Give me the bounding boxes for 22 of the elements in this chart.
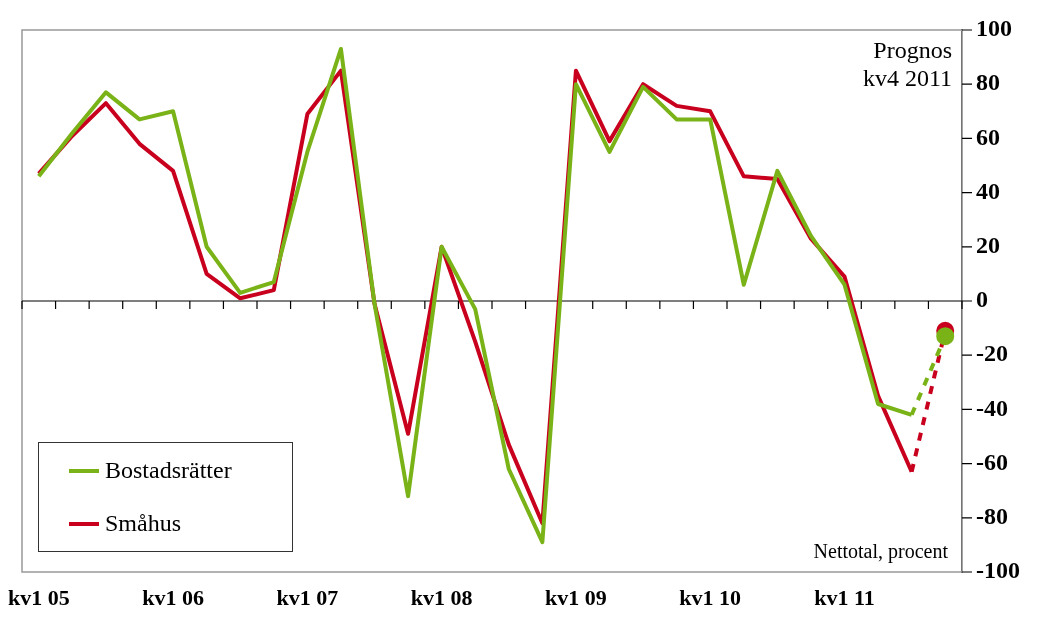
y-tick-label: -80 xyxy=(976,503,1008,529)
x-tick-label: kv1 10 xyxy=(679,584,742,610)
annotation: Nettotal, procent xyxy=(813,540,949,563)
legend-label: Bostadsrätter xyxy=(105,457,232,484)
y-tick-label: -40 xyxy=(976,394,1008,421)
y-tick-label: -20 xyxy=(976,340,1008,367)
y-tick-label: 20 xyxy=(976,232,1000,258)
x-tick-label: kv1 05 xyxy=(7,584,70,610)
x-tick-label: kv1 11 xyxy=(814,584,875,610)
y-tick-label: 100 xyxy=(976,15,1012,42)
y-tick-label: -60 xyxy=(976,448,1008,475)
x-tick-label: kv1 09 xyxy=(545,584,607,610)
x-tick-label: kv1 07 xyxy=(276,584,339,610)
y-tick-label: 80 xyxy=(976,69,1000,96)
annotation: Prognos kv4 2011 xyxy=(862,37,952,91)
x-tick-label: kv1 06 xyxy=(142,584,204,610)
x-tick-label: kv1 08 xyxy=(410,584,473,610)
legend-label: Småhus xyxy=(105,510,182,537)
y-tick-label: -100 xyxy=(976,557,1020,584)
y-tick-label: 0 xyxy=(976,286,988,313)
y-tick-label: 60 xyxy=(976,123,1000,150)
y-tick-label: 40 xyxy=(976,177,1000,204)
